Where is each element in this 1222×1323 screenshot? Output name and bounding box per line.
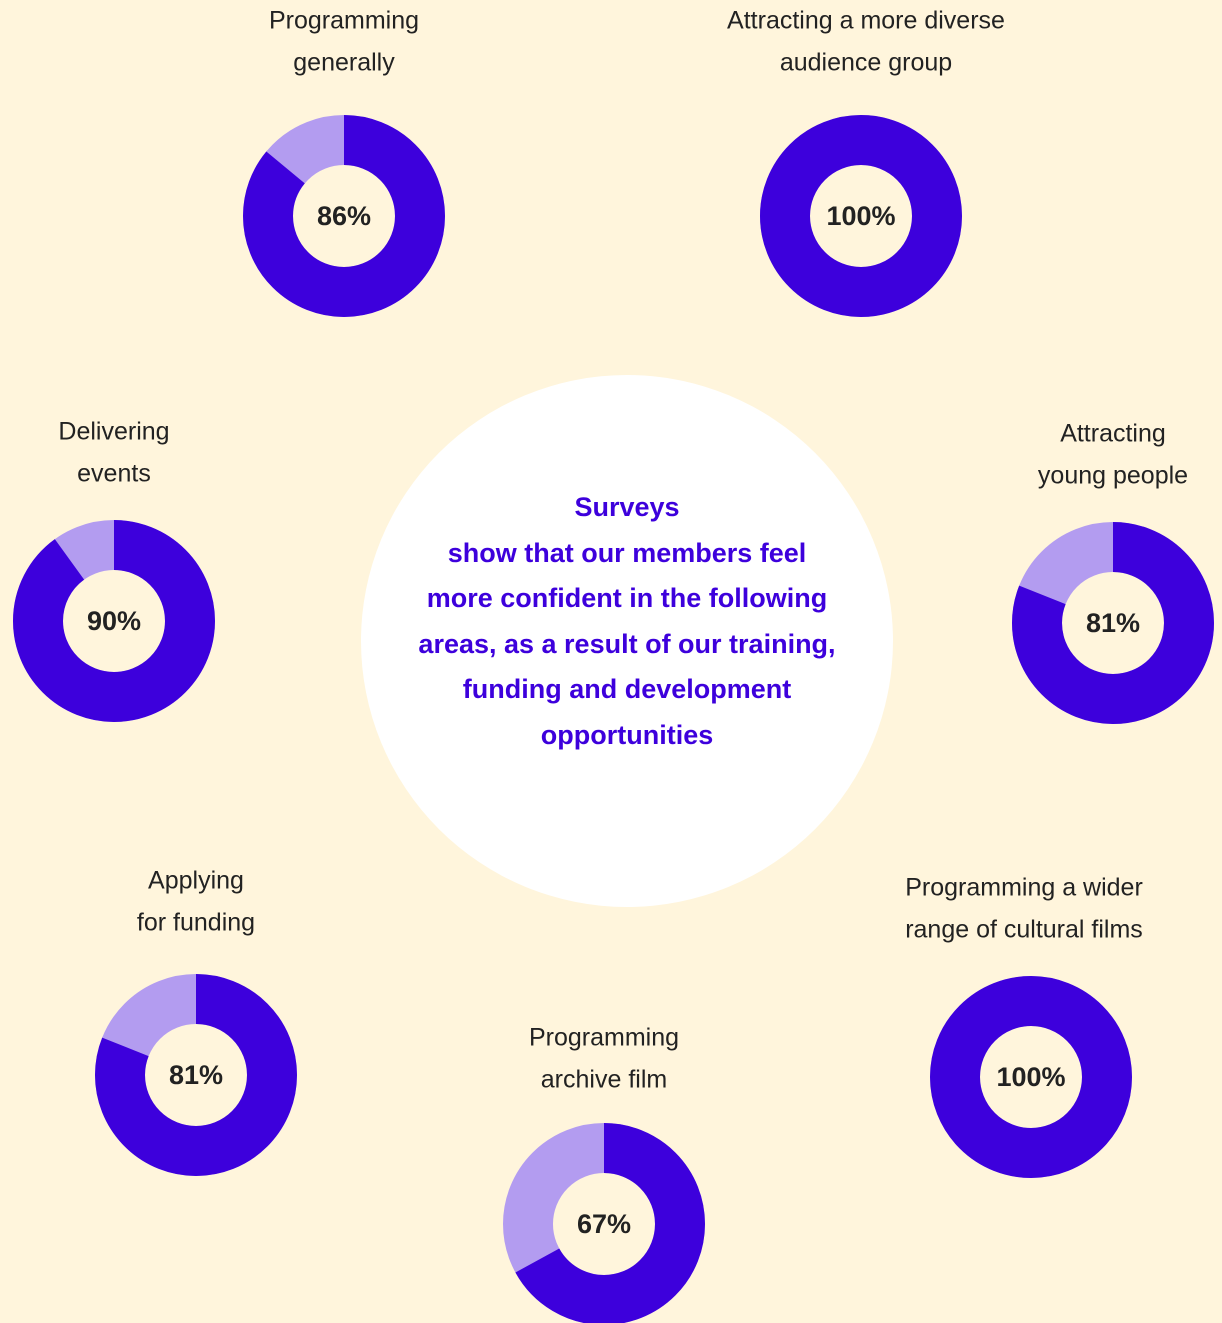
chart-title: Applying — [148, 867, 244, 895]
donut-segment — [243, 115, 445, 317]
donut-segment — [760, 115, 962, 317]
chart-title: Attracting a more diverse — [727, 7, 1005, 35]
value-label: 81% — [1086, 608, 1140, 638]
donut-segment — [1012, 522, 1214, 724]
chart-title: Programming — [269, 7, 419, 35]
value-label: 86% — [317, 201, 371, 231]
chart-title: range of cultural films — [905, 916, 1143, 944]
donut-segment — [13, 520, 215, 722]
chart-title: young people — [1038, 462, 1188, 490]
summary: Surveys show that our members feel more … — [412, 485, 842, 758]
donut-segment — [95, 974, 297, 1176]
value-label: 67% — [577, 1209, 631, 1239]
chart-title: Attracting — [1060, 420, 1166, 448]
value-label: 81% — [169, 1060, 223, 1090]
value-label: 90% — [87, 606, 141, 636]
summary-heading: Surveys — [574, 492, 680, 522]
chart-title: events — [77, 460, 151, 488]
chart-title: audience group — [780, 49, 952, 77]
chart-title: Programming a wider — [905, 874, 1143, 902]
chart-title: Delivering — [58, 418, 169, 446]
chart-title: for funding — [137, 909, 255, 937]
donut-segment — [503, 1123, 705, 1323]
value-label: 100% — [826, 201, 895, 231]
chart-title: generally — [293, 49, 395, 77]
chart-title: archive film — [541, 1066, 667, 1094]
donut-segment — [930, 976, 1132, 1178]
summary-circle — [361, 375, 893, 907]
chart-title: Programming — [529, 1024, 679, 1052]
value-label: 100% — [996, 1062, 1065, 1092]
summary-text: show that our members feel more confiden… — [418, 537, 836, 750]
